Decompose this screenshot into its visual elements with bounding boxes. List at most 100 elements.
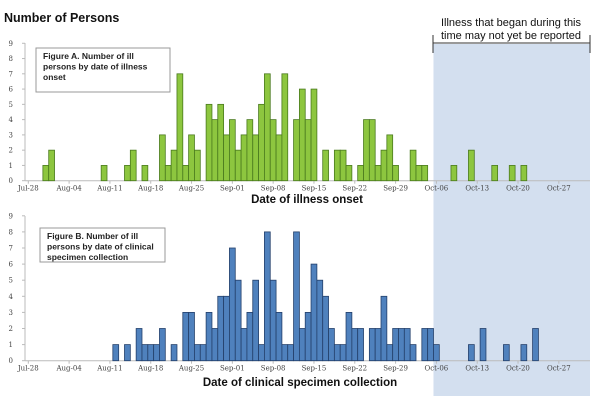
bar-b-Sep-27 bbox=[380, 295, 388, 362]
bar-b-Sep-23 bbox=[357, 328, 364, 362]
bar-a-Sep-12 bbox=[293, 119, 300, 182]
bar-a-Aug-30 bbox=[217, 103, 225, 182]
y-tick-label: 3 bbox=[9, 309, 13, 317]
bar-b-Sep-12 bbox=[293, 231, 300, 362]
bar-a-Aug-26 bbox=[194, 149, 201, 182]
bar-b-Sep-22 bbox=[351, 328, 359, 362]
bar-a-Oct-02 bbox=[409, 149, 417, 182]
bar-b-Oct-21 bbox=[520, 344, 528, 362]
bar-b-Sep-30 bbox=[398, 328, 405, 362]
bar-b-Sep-20 bbox=[339, 344, 347, 362]
bar-b-Sep-03 bbox=[240, 328, 248, 362]
annotation-line-2: time may not yet be reported bbox=[441, 30, 581, 42]
bar-a-Sep-02 bbox=[234, 149, 242, 182]
bar-b-Oct-05 bbox=[427, 328, 434, 362]
x-tick-label: Jul-28 bbox=[17, 185, 39, 193]
bar-b-Sep-01 bbox=[229, 247, 236, 362]
bar-b-Aug-28 bbox=[205, 311, 213, 362]
bar-a-Aug-31 bbox=[223, 134, 230, 182]
y-tick-label: 6 bbox=[9, 86, 14, 94]
bar-b-Oct-02 bbox=[409, 344, 417, 362]
x-tick-label: Aug-25 bbox=[178, 185, 204, 193]
bar-a-Sep-28 bbox=[386, 134, 394, 182]
bar-b-Sep-13 bbox=[298, 328, 306, 362]
bar-b-Oct-12 bbox=[468, 344, 475, 362]
x-tick-label: Oct-20 bbox=[506, 185, 530, 193]
bar-b-Sep-11 bbox=[287, 344, 294, 362]
bar-a-Aug-25 bbox=[188, 134, 195, 182]
bar-a-Aug-14 bbox=[124, 165, 131, 182]
bar-a-Oct-09 bbox=[450, 165, 458, 182]
x-tick-label: Sep-22 bbox=[342, 365, 367, 373]
y-tick-label: 8 bbox=[9, 55, 13, 63]
x-axis-title: Date of clinical specimen collection bbox=[203, 377, 397, 389]
bar-b-Aug-22 bbox=[170, 344, 178, 362]
bar-a-Aug-22 bbox=[170, 149, 178, 182]
x-tick-label: Sep-08 bbox=[261, 365, 286, 373]
x-tick-label: Aug-04 bbox=[55, 365, 82, 373]
bar-b-Aug-30 bbox=[217, 295, 225, 362]
bar-b-Sep-09 bbox=[275, 311, 283, 362]
bar-b-Sep-16 bbox=[316, 279, 324, 362]
y-tick-label: 0 bbox=[9, 357, 13, 365]
bar-a-Sep-07 bbox=[264, 73, 271, 182]
y-tick-label: 8 bbox=[9, 228, 13, 236]
bar-a-Oct-04 bbox=[421, 165, 429, 182]
bar-b-Sep-02 bbox=[234, 279, 242, 362]
bar-a-Aug-10 bbox=[100, 165, 108, 182]
annotation-line-1: Illness that began during this bbox=[441, 17, 582, 29]
bar-b-Sep-04 bbox=[246, 311, 254, 362]
bar-b-Oct-18 bbox=[503, 344, 510, 362]
figure-title-line: Figure A. Number of ill bbox=[43, 51, 134, 61]
bar-a-Sep-06 bbox=[258, 103, 265, 182]
x-tick-label: Aug-18 bbox=[137, 185, 163, 193]
bar-b-Aug-20 bbox=[159, 328, 166, 362]
bar-a-Sep-01 bbox=[229, 119, 236, 182]
bar-a-Aug-23 bbox=[176, 73, 184, 182]
bar-b-Oct-04 bbox=[421, 328, 429, 362]
bar-a-Sep-26 bbox=[374, 165, 382, 182]
bar-a-Aug-01 bbox=[48, 149, 55, 182]
y-tick-label: 2 bbox=[9, 147, 13, 155]
bar-a-Sep-09 bbox=[275, 134, 283, 182]
x-tick-label: Oct-13 bbox=[465, 365, 489, 373]
y-tick-label: 2 bbox=[9, 325, 13, 333]
figure-title-line: onset bbox=[43, 72, 66, 82]
bar-a-Sep-05 bbox=[252, 134, 259, 182]
bar-a-Sep-27 bbox=[380, 149, 388, 182]
y-tick-label: 1 bbox=[9, 162, 13, 170]
bar-b-Sep-14 bbox=[304, 311, 312, 362]
bar-b-Aug-26 bbox=[194, 344, 201, 362]
x-axis-title: Date of illness onset bbox=[251, 194, 363, 206]
y-tick-label: 6 bbox=[9, 261, 14, 269]
bar-b-Aug-18 bbox=[147, 344, 155, 362]
x-tick-label: Sep-15 bbox=[302, 365, 327, 373]
x-tick-label: Oct-20 bbox=[506, 365, 530, 373]
x-tick-label: Oct-27 bbox=[547, 185, 571, 193]
bar-b-Sep-21 bbox=[345, 311, 353, 362]
bar-b-Sep-07 bbox=[264, 231, 271, 362]
bar-a-Sep-21 bbox=[345, 165, 353, 182]
bar-a-Sep-04 bbox=[246, 119, 254, 182]
bar-a-Sep-29 bbox=[392, 165, 399, 182]
bar-b-Aug-12 bbox=[112, 344, 120, 362]
bar-a-Sep-10 bbox=[281, 73, 289, 182]
x-tick-label: Sep-01 bbox=[220, 185, 245, 193]
figure-title-line: Figure B. Number of ill bbox=[47, 231, 138, 241]
bar-b-Sep-08 bbox=[269, 279, 277, 362]
x-tick-label: Oct-13 bbox=[465, 185, 489, 193]
y-tick-label: 9 bbox=[9, 40, 13, 48]
x-tick-label: Sep-01 bbox=[220, 365, 245, 373]
y-tick-label: 5 bbox=[9, 101, 13, 109]
bar-b-Sep-10 bbox=[281, 344, 289, 362]
bar-b-Aug-14 bbox=[124, 344, 131, 362]
y-tick-label: 3 bbox=[9, 131, 13, 139]
bar-b-Aug-29 bbox=[211, 328, 219, 362]
figure-title-box bbox=[35, 47, 171, 93]
bar-b-Oct-06 bbox=[433, 344, 440, 362]
bar-a-Oct-03 bbox=[415, 165, 423, 182]
x-tick-label: Sep-29 bbox=[383, 185, 408, 193]
x-tick-label: Aug-18 bbox=[137, 365, 163, 373]
x-tick-label: Sep-08 bbox=[261, 185, 286, 193]
